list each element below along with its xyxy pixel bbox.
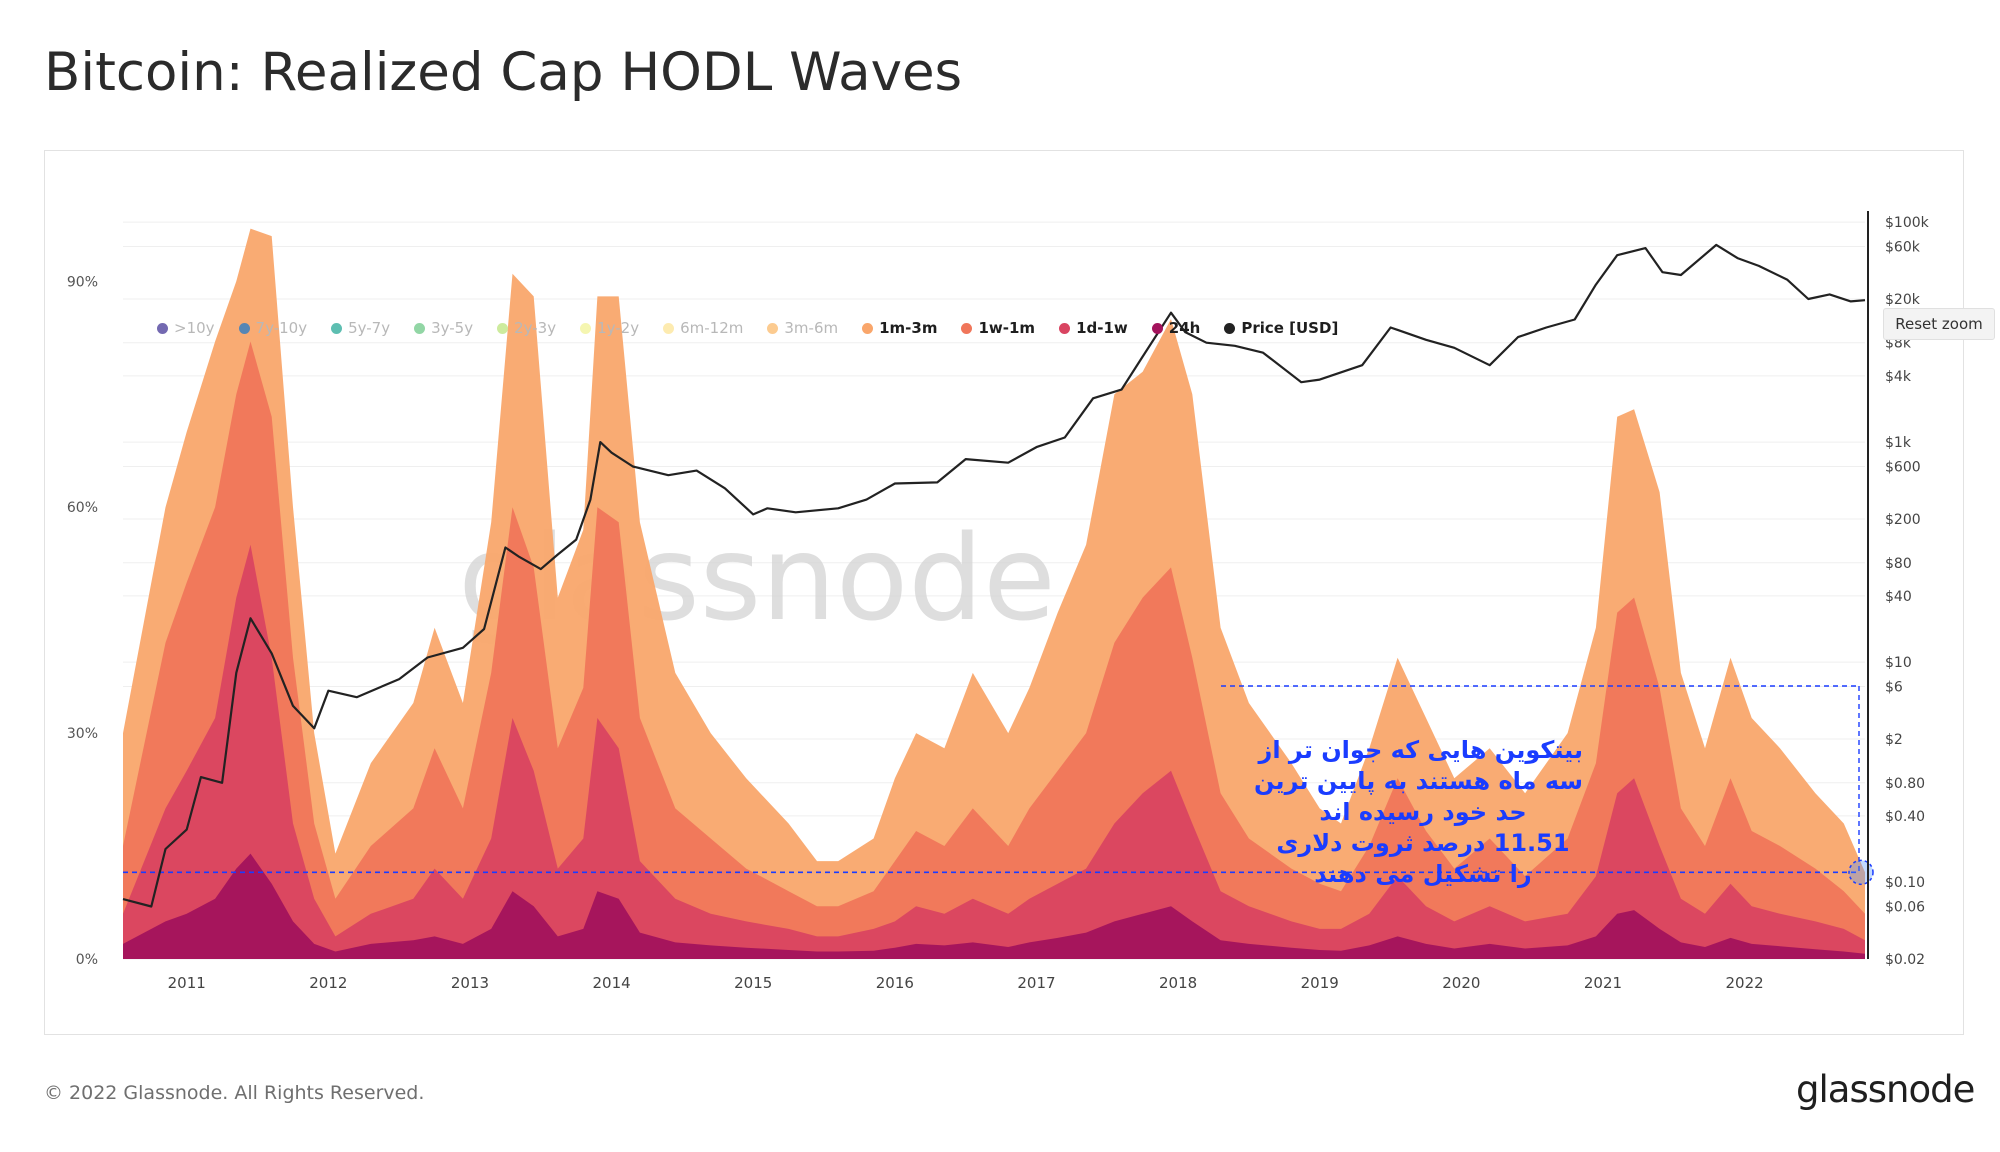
legend-item-1m-3m[interactable]: 1m-3m: [862, 319, 937, 337]
hodl-waves-chart[interactable]: glassnode 0%30%60%90%$100k$60k$20k$8k$4k…: [45, 151, 1965, 1036]
legend-dot: [1151, 322, 1163, 334]
y-right-tick-label: $0.40: [1885, 809, 1925, 825]
legend-item-1y-2y[interactable]: 1y-2y: [580, 319, 639, 337]
x-tick-label: 2021: [1584, 974, 1622, 992]
area-series: [123, 228, 1865, 960]
annotation-text: بیتکوین هایی که جوان تر از سه ماه هستند ب…: [1253, 735, 1584, 890]
annotation-line: بیتکوین هایی که جوان تر از: [1258, 736, 1584, 764]
footer-copyright: © 2022 Glassnode. All Rights Reserved.: [44, 1082, 425, 1104]
x-tick-label: 2022: [1726, 974, 1764, 992]
legend-label: >10y: [174, 319, 215, 337]
y-right-tick-label: $1k: [1885, 435, 1912, 451]
y-right-tick-label: $0.06: [1885, 900, 1925, 916]
area-24h: [123, 853, 1865, 959]
y-right-tick-label: $20k: [1885, 292, 1921, 308]
legend-dot: [862, 322, 874, 334]
legend-item-1w-1m[interactable]: 1w-1m: [961, 319, 1035, 337]
footer-logo: glassnode: [1796, 1068, 1975, 1111]
y-right-tick-label: $4k: [1885, 369, 1912, 385]
legend-dot: [331, 322, 343, 334]
y-left-tick-label: 90%: [67, 274, 98, 290]
y-right-tick-label: $0.80: [1885, 776, 1925, 792]
legend-item-1d-1w[interactable]: 1d-1w: [1059, 319, 1128, 337]
annotation-line: 11.51 درصد ثروت دلاری: [1276, 829, 1570, 857]
legend-item-7y-10y[interactable]: 7y-10y: [238, 319, 308, 337]
y-right-tick-label: $2: [1885, 732, 1903, 748]
y-right-tick-label: $100k: [1885, 215, 1930, 231]
legend-dot: [157, 322, 168, 334]
legend-dot: [767, 322, 779, 334]
legend-label: 3m-6m: [784, 319, 839, 337]
legend-label: 5y-7y: [348, 319, 391, 337]
legend-dot: [497, 322, 509, 334]
y-left-tick-label: 0%: [76, 952, 98, 968]
legend-label: Price [USD]: [1241, 319, 1339, 337]
y-right-tick-label: $0.02: [1885, 952, 1925, 968]
legend-dot: [238, 322, 250, 334]
legend-dot: [1224, 322, 1236, 334]
legend-item-2y-3y[interactable]: 2y-3y: [497, 319, 556, 337]
annotation-line: حد خود رسیده اند: [1319, 798, 1527, 826]
x-tick-label: 2018: [1159, 974, 1197, 992]
x-tick-label: 2020: [1442, 974, 1480, 992]
legend-label: 2y-3y: [514, 319, 557, 337]
legend-label: 1y-2y: [597, 319, 640, 337]
chart-frame: glassnode 0% 30% 60% 90% $100k $60k $20k $8k $4k…: [44, 150, 1995, 1036]
legend-item-price-usd-[interactable]: Price [USD]: [1224, 319, 1338, 337]
legend-item-24h[interactable]: 24h: [1151, 319, 1201, 337]
legend-label: 1m-3m: [879, 319, 938, 337]
x-tick-label: 2013: [451, 974, 489, 992]
x-tick-label: 2015: [734, 974, 772, 992]
annotation-marker: [1848, 859, 1874, 886]
legend: >10y 7y-10y 5y-7y 3y-5y 2y-3y 1y-2y 6m-12m 3m-6…: [157, 316, 1362, 340]
y-right-tick-label: $40: [1885, 589, 1912, 605]
reset-zoom-button[interactable]: Reset zoom: [1883, 308, 1995, 340]
legend-label: 7y-10y: [255, 319, 308, 337]
legend-dot: [1059, 322, 1071, 334]
annotation-line: را تشکیل می دهند: [1314, 860, 1532, 888]
legend-label: 24h: [1168, 319, 1201, 337]
legend-item--10y[interactable]: >10y: [157, 319, 215, 337]
axes: 0%30%60%90%$100k$60k$20k$8k$4k$1k$600$20…: [67, 211, 1930, 992]
y-left-tick-label: 30%: [67, 726, 98, 742]
y-right-tick-label: $80: [1885, 556, 1912, 572]
y-right-tick-label: $60k: [1885, 239, 1921, 255]
x-tick-label: 2011: [168, 974, 206, 992]
area-1w-1m: [123, 341, 1865, 959]
legend-dot: [663, 322, 675, 334]
y-right-tick-label: $6: [1885, 680, 1903, 696]
y-right-tick-label: $0.10: [1885, 875, 1925, 891]
y-right-tick-label: $600: [1885, 459, 1921, 475]
legend-item-3y-5y[interactable]: 3y-5y: [414, 319, 473, 337]
x-tick-label: 2016: [876, 974, 914, 992]
legend-item-3m-6m[interactable]: 3m-6m: [767, 319, 838, 337]
legend-label: 3y-5y: [431, 319, 474, 337]
x-tick-label: 2012: [309, 974, 347, 992]
legend-dot: [961, 322, 973, 334]
legend-dot: [580, 322, 592, 334]
x-tick-label: 2019: [1301, 974, 1339, 992]
price-line: [122, 243, 1866, 908]
page-title: Bitcoin: Realized Cap HODL Waves: [44, 42, 963, 103]
legend-label: 6m-12m: [680, 319, 744, 337]
x-tick-label: 2017: [1017, 974, 1055, 992]
x-tick-label: 2014: [593, 974, 631, 992]
y-left-tick-label: 60%: [67, 500, 98, 516]
y-right-tick-label: $10: [1885, 655, 1912, 671]
legend-label: 1d-1w: [1076, 319, 1128, 337]
legend-dot: [414, 322, 426, 334]
area-1d-1w: [123, 544, 1865, 959]
legend-item-6m-12m[interactable]: 6m-12m: [663, 319, 743, 337]
price-series: [122, 243, 1866, 908]
legend-label: 1w-1m: [978, 319, 1036, 337]
annotation-line: سه ماه هستند به پایین ترین: [1253, 767, 1583, 795]
legend-item-5y-7y[interactable]: 5y-7y: [331, 319, 390, 337]
y-right-tick-label: $200: [1885, 512, 1921, 528]
